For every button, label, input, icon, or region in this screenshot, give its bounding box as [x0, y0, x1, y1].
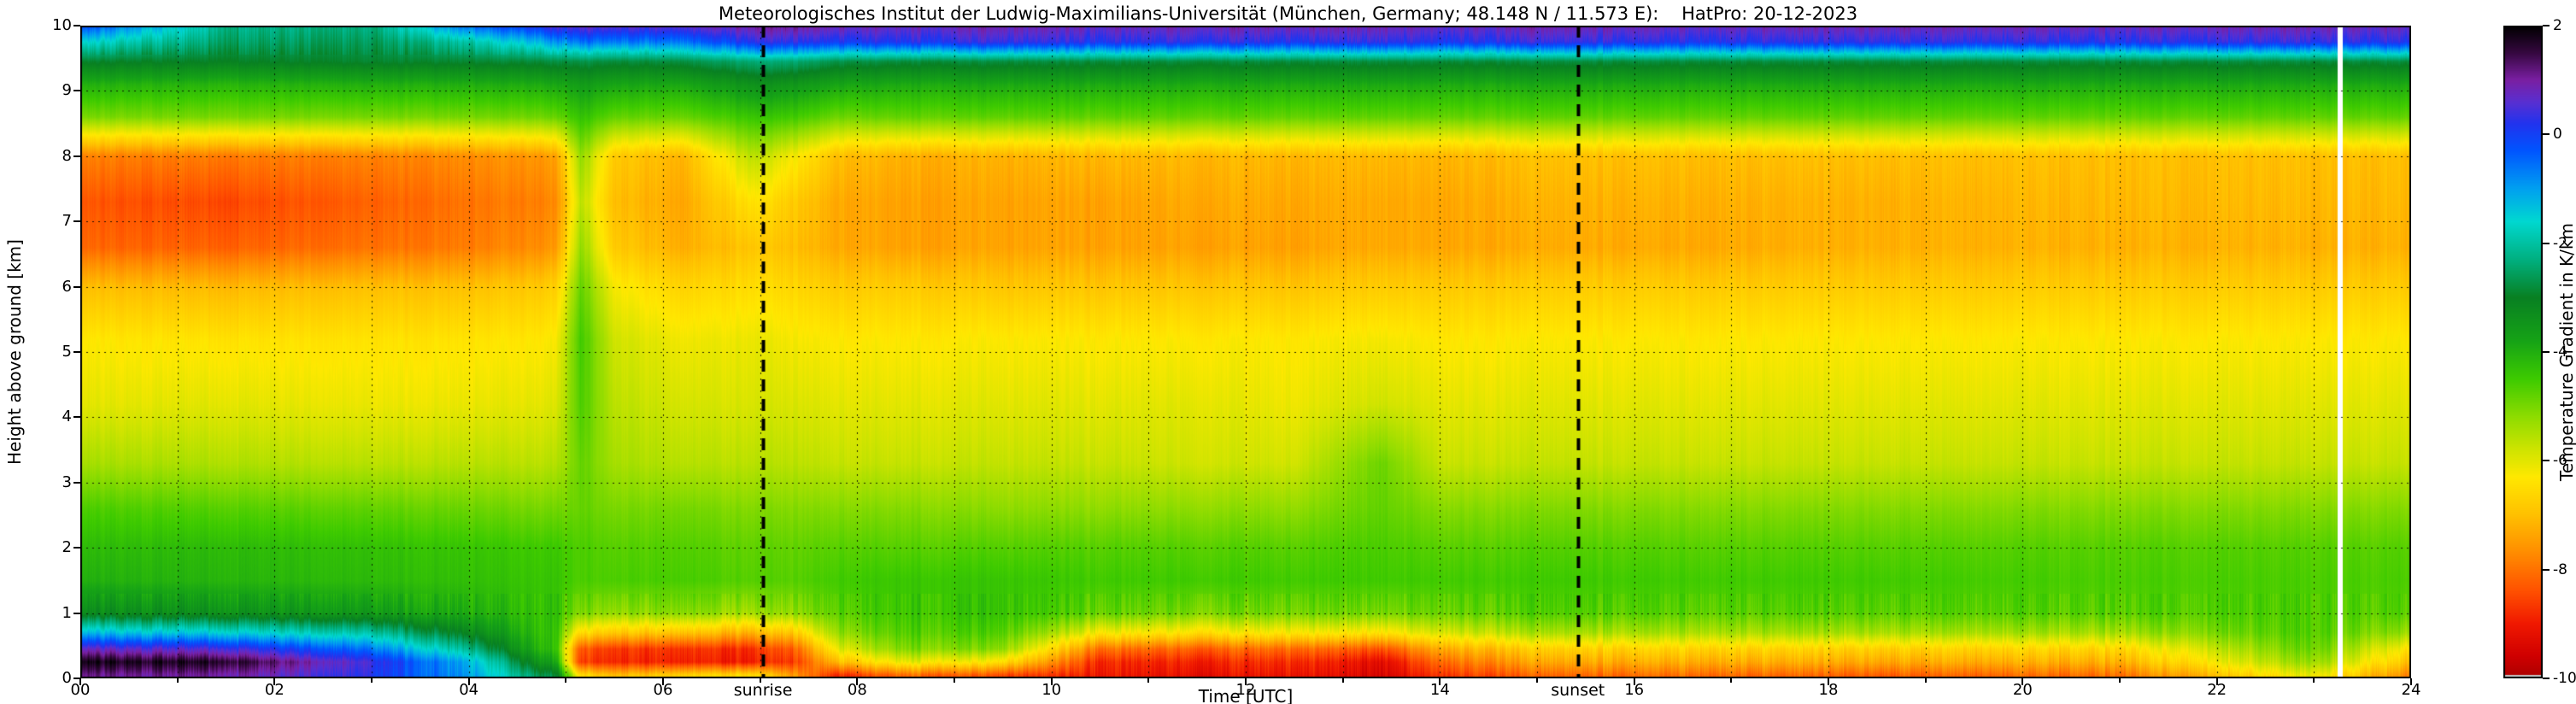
y-tick-mark: [73, 155, 80, 157]
x-tick-label: 22: [2207, 681, 2227, 699]
x-tick-mark: [1633, 678, 1635, 685]
y-tick-label: 5: [62, 343, 72, 361]
colorbar: [2503, 26, 2543, 678]
x-tick-mark: [79, 678, 81, 685]
y-tick-mark: [73, 416, 80, 419]
colorbar-tick-label: -2: [2553, 234, 2567, 252]
y-tick-label: 8: [62, 146, 72, 165]
x-tick-mark: [1439, 678, 1441, 685]
x-tick-mark: [954, 678, 955, 683]
y-tick-mark: [73, 481, 80, 484]
y-tick-label: 6: [62, 277, 72, 296]
x-tick-mark: [1924, 678, 1927, 683]
y-tick-label: 3: [62, 472, 72, 491]
y-tick-mark: [73, 25, 80, 26]
colorbar-tick-mark: [2543, 568, 2550, 571]
colorbar-tick-label: 0: [2553, 126, 2562, 144]
x-tick-mark: [759, 678, 761, 683]
colorbar-tick-label: -10: [2553, 670, 2576, 687]
x-tick-mark: [1050, 678, 1053, 685]
x-tick-mark: [1147, 678, 1150, 683]
x-tick-mark: [1536, 678, 1538, 683]
y-tick-mark: [73, 547, 80, 549]
x-tick-mark: [371, 678, 373, 683]
colorbar-tick-mark: [2543, 242, 2550, 244]
x-tick-label: 10: [1042, 681, 1062, 699]
colorbar-tick-label: 2: [2553, 17, 2562, 34]
y-tick-mark: [73, 90, 80, 92]
y-tick-label: 1: [62, 603, 72, 622]
x-tick-label: 12: [1235, 681, 1256, 699]
heatmap-canvas: [80, 26, 2411, 678]
x-tick-label: 24: [2401, 681, 2421, 699]
x-tick-label: 00: [70, 681, 91, 699]
sunset-annotation: sunset: [1551, 681, 1605, 700]
y-tick-mark: [73, 678, 80, 679]
y-tick-mark: [73, 285, 80, 288]
x-tick-mark: [273, 678, 276, 685]
x-tick-mark: [2119, 678, 2121, 683]
x-tick-mark: [2021, 678, 2024, 685]
chart-title: Meteorologisches Institut der Ludwig-Max…: [718, 3, 1858, 24]
x-tick-mark: [856, 678, 859, 685]
x-tick-label: 04: [459, 681, 479, 699]
x-tick-label: 02: [264, 681, 285, 699]
colorbar-tick-mark: [2543, 678, 2550, 679]
y-tick-label: 0: [62, 669, 72, 687]
y-axis-label: Height above ground [km]: [4, 239, 25, 465]
x-tick-label: 06: [653, 681, 673, 699]
x-tick-mark: [176, 678, 179, 683]
colorbar-canvas: [2503, 26, 2543, 678]
colorbar-tick-mark: [2543, 351, 2550, 353]
x-tick-label: 16: [1624, 681, 1645, 699]
y-tick-mark: [73, 351, 80, 353]
colorbar-tick-label: -4: [2553, 343, 2567, 361]
x-tick-mark: [2410, 678, 2412, 685]
colorbar-tick-mark: [2543, 460, 2550, 462]
x-tick-mark: [1245, 678, 1247, 685]
colorbar-tick-mark: [2543, 25, 2550, 26]
x-tick-mark: [2215, 678, 2218, 685]
y-tick-label: 10: [52, 16, 72, 34]
x-axis-label: Time [UTC]: [1198, 686, 1294, 704]
x-tick-mark: [1730, 678, 1733, 683]
x-tick-mark: [1828, 678, 1829, 685]
y-tick-label: 4: [62, 408, 72, 426]
y-tick-label: 9: [62, 81, 72, 100]
x-tick-mark: [662, 678, 664, 685]
x-tick-mark: [565, 678, 567, 683]
x-tick-label: 20: [2012, 681, 2033, 699]
y-tick-label: 2: [62, 538, 72, 557]
x-tick-label: 08: [847, 681, 867, 699]
colorbar-tick-mark: [2543, 133, 2550, 136]
colorbar-tick-label: -6: [2553, 452, 2567, 470]
sunrise-annotation: sunrise: [733, 681, 793, 700]
plot-area: [80, 26, 2411, 678]
y-tick-mark: [73, 612, 80, 614]
x-tick-label: 18: [1818, 681, 1839, 699]
colorbar-tick-label: -8: [2553, 560, 2567, 578]
x-tick-label: 14: [1429, 681, 1450, 699]
y-tick-label: 7: [62, 212, 72, 231]
x-tick-mark: [467, 678, 470, 685]
x-tick-mark: [2313, 678, 2315, 683]
x-tick-mark: [1341, 678, 1344, 683]
y-tick-mark: [73, 220, 80, 223]
